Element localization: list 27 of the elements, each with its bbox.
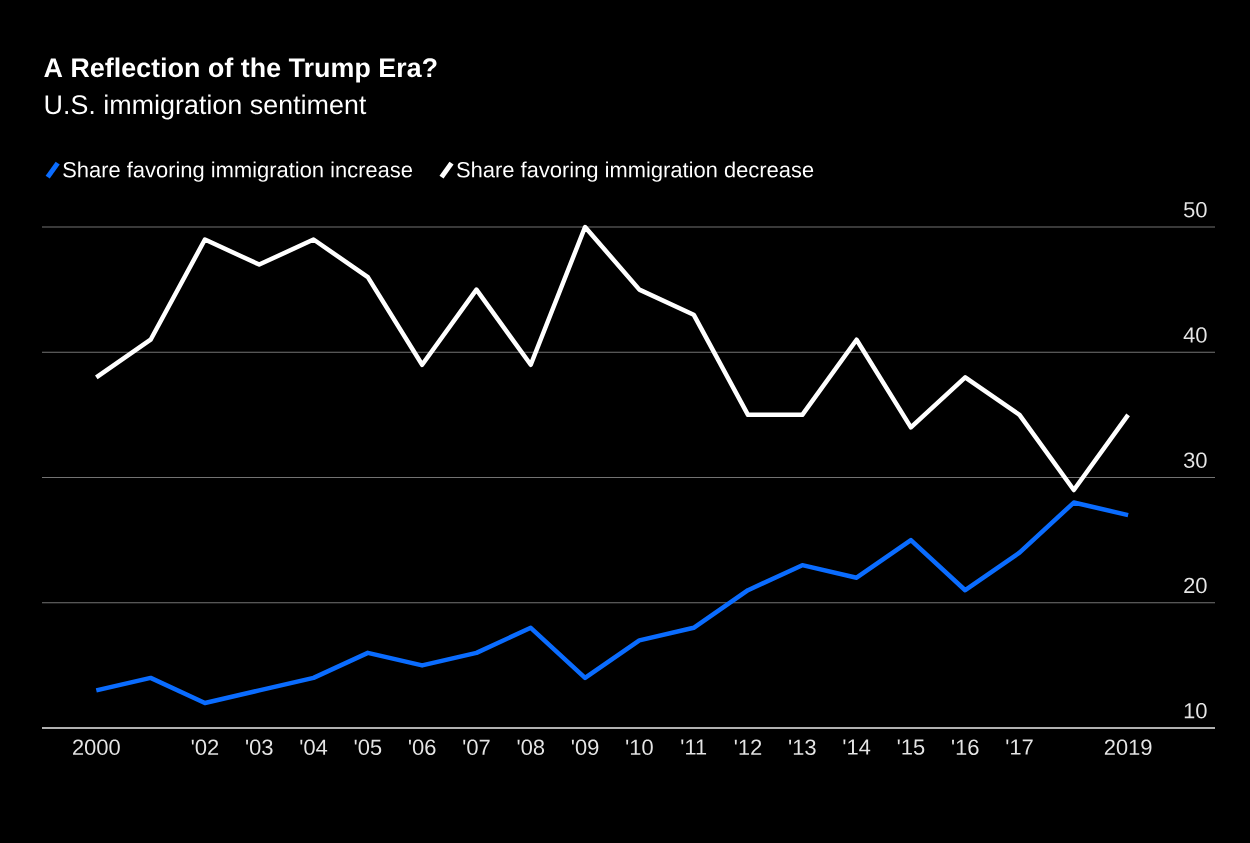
y-tick-label: 30 xyxy=(1183,452,1207,468)
x-tick-label: '05 xyxy=(354,739,382,756)
chart-subtitle: U.S. immigration sentiment xyxy=(45,94,367,120)
x-tick-label: '10 xyxy=(626,739,653,756)
y-tick-label: 50 xyxy=(1183,201,1207,218)
x-tick-label: '13 xyxy=(789,739,816,756)
x-tick-label: '11 xyxy=(681,739,707,755)
legend-label: Share favoring immigration decrease xyxy=(457,161,814,182)
x-tick-label: '07 xyxy=(463,739,490,756)
x-tick-label: 2019 xyxy=(1104,739,1152,756)
x-tick-label: '08 xyxy=(517,739,545,756)
x-tick-label: '17 xyxy=(1006,739,1033,755)
x-tick-label: '12 xyxy=(734,739,762,755)
x-tick-label: '15 xyxy=(897,739,925,755)
x-tick-label: '02 xyxy=(191,739,219,756)
x-tick-label: '04 xyxy=(300,739,328,756)
x-tick-label: '03 xyxy=(246,739,273,756)
y-tick-label: 20 xyxy=(1184,577,1207,594)
x-tick-label: '16 xyxy=(952,739,979,756)
x-tick-label: 2000 xyxy=(73,739,120,756)
y-tick-label: 40 xyxy=(1183,327,1207,343)
legend-label: Share favoring immigration increase xyxy=(63,161,412,182)
x-tick-label: '06 xyxy=(408,739,436,756)
x-tick-label: '09 xyxy=(571,739,599,756)
chart-title: A Reflection of the Trump Era? xyxy=(44,57,437,83)
y-tick-label: 10 xyxy=(1184,702,1207,719)
x-tick-label: '14 xyxy=(843,739,871,755)
